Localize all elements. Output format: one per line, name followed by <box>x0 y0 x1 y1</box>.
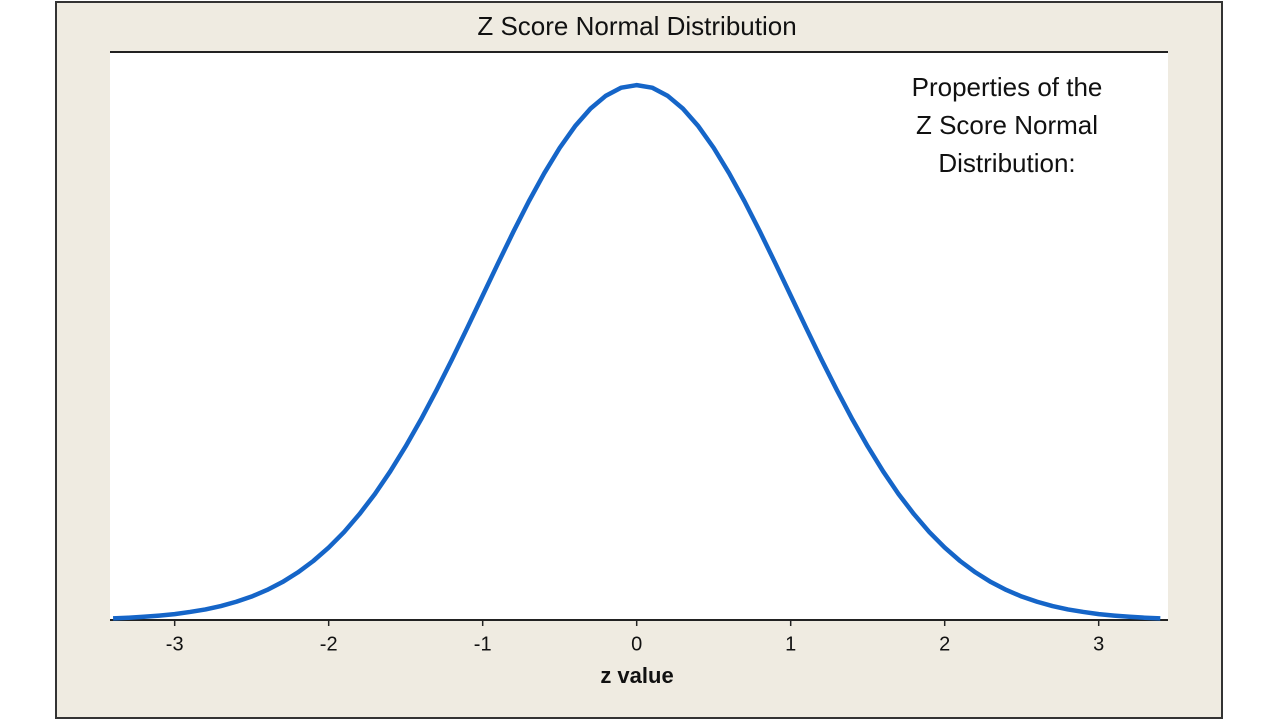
x-tick-label: -3 <box>166 633 184 655</box>
annotation: Distribution: <box>938 148 1075 178</box>
chart-title: Z Score Normal Distribution <box>477 11 796 41</box>
x-axis-label: z value <box>600 663 673 688</box>
plot-area <box>110 52 1168 620</box>
x-tick-label: 2 <box>939 633 950 655</box>
x-tick-label: 3 <box>1093 633 1104 655</box>
x-tick-label: -2 <box>320 633 338 655</box>
annotation: Z Score Normal <box>916 110 1098 140</box>
curve <box>112 82 1161 621</box>
x-tick-label: 1 <box>785 633 796 655</box>
x-tick-label: -1 <box>474 633 492 655</box>
x-tick-label: 0 <box>631 633 642 655</box>
annotation: Properties of the <box>912 72 1103 102</box>
